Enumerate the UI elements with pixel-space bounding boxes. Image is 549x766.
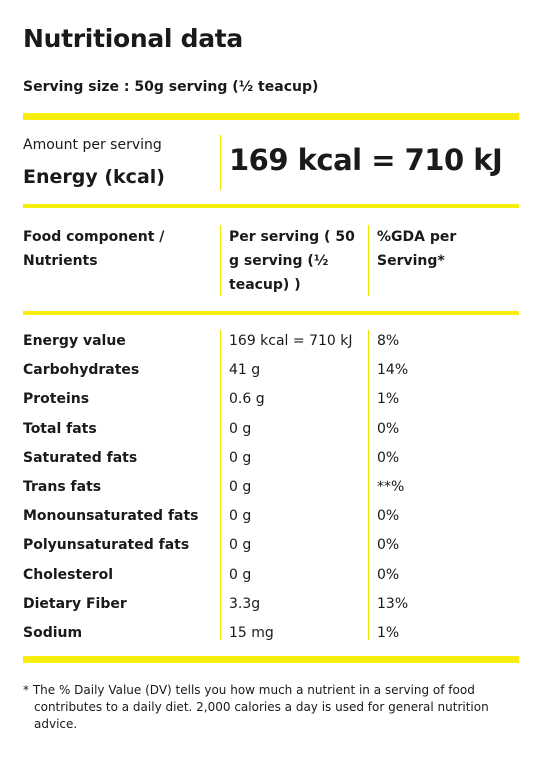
nutrient-gda: 14% [377, 362, 409, 378]
body-divider-line-1 [220, 330, 221, 640]
nutrient-gda: 0% [377, 537, 400, 553]
table-row: Saturated fats 0 g 0% [23, 448, 519, 477]
nutrient-amount: 0 g [229, 508, 252, 524]
nutrient-amount: 0 g [229, 421, 252, 437]
nutrient-name: Dietary Fiber [23, 596, 127, 612]
top-divider-bar [23, 113, 519, 120]
header-divider-line-1 [220, 225, 221, 296]
nutrient-name: Proteins [23, 391, 90, 407]
nutrient-gda: **% [377, 479, 405, 495]
nutrient-amount: 0 g [229, 537, 252, 553]
nutrient-name: Cholesterol [23, 567, 113, 583]
nutrient-gda: 0% [377, 508, 400, 524]
table-row: Trans fats 0 g **% [23, 477, 519, 506]
nutrient-amount: 0 g [229, 567, 252, 583]
footnote: * The % Daily Value (DV) tells you how m… [23, 683, 489, 731]
energy-divider-line [220, 135, 221, 190]
table-row: Carbohydrates 41 g 14% [23, 360, 519, 389]
page-title: Nutritional data [23, 24, 243, 53]
header-gda: %GDA per Serving* [377, 229, 457, 269]
body-divider-line-2 [368, 330, 369, 640]
nutrient-name: Energy value [23, 333, 126, 349]
table-row: Energy value 169 kcal = 710 kJ 8% [23, 331, 519, 360]
header-divider-line-2 [368, 225, 369, 296]
table-row: Sodium 15 mg 1% [23, 623, 519, 652]
nutrient-amount: 0.6 g [229, 391, 265, 407]
nutrient-gda: 1% [377, 625, 400, 641]
table-row: Proteins 0.6 g 1% [23, 389, 519, 418]
header-divider-bar [23, 311, 519, 315]
nutrient-gda: 0% [377, 567, 400, 583]
nutrient-gda: 13% [377, 596, 409, 612]
serving-size: Serving size : 50g serving (½ teacup) [23, 79, 319, 95]
nutrient-name: Polyunsaturated fats [23, 537, 190, 553]
nutrient-name: Sodium [23, 625, 83, 641]
nutrient-name: Monounsaturated fats [23, 508, 199, 524]
amount-per-serving-label: Amount per serving [23, 137, 162, 153]
nutrient-gda: 0% [377, 450, 400, 466]
nutrient-amount: 3.3g [229, 596, 261, 612]
table-row: Total fats 0 g 0% [23, 419, 519, 448]
nutrient-amount: 0 g [229, 450, 252, 466]
nutrient-amount: 41 g [229, 362, 261, 378]
header-component: Food component / Nutrients [23, 229, 165, 269]
nutrient-name: Saturated fats [23, 450, 138, 466]
table-row: Dietary Fiber 3.3g 13% [23, 594, 519, 623]
nutrient-gda: 8% [377, 333, 400, 349]
nutrient-amount: 15 mg [229, 625, 274, 641]
bottom-divider-bar [23, 656, 519, 663]
nutrient-amount: 169 kcal = 710 kJ [229, 333, 353, 349]
nutrient-amount: 0 g [229, 479, 252, 495]
table-row: Polyunsaturated fats 0 g 0% [23, 535, 519, 564]
nutrient-gda: 0% [377, 421, 400, 437]
energy-label: Energy (kcal) [23, 166, 165, 188]
header-per-serving: Per serving ( 50 g serving (½ teacup) ) [229, 229, 355, 293]
nutrient-name: Trans fats [23, 479, 102, 495]
table-row: Monounsaturated fats 0 g 0% [23, 506, 519, 535]
table-row: Cholesterol 0 g 0% [23, 565, 519, 594]
nutrient-gda: 1% [377, 391, 400, 407]
nutrient-name: Carbohydrates [23, 362, 140, 378]
nutrient-name: Total fats [23, 421, 97, 437]
energy-divider-bar [23, 204, 519, 208]
energy-value: 169 kcal = 710 kJ [229, 143, 503, 177]
